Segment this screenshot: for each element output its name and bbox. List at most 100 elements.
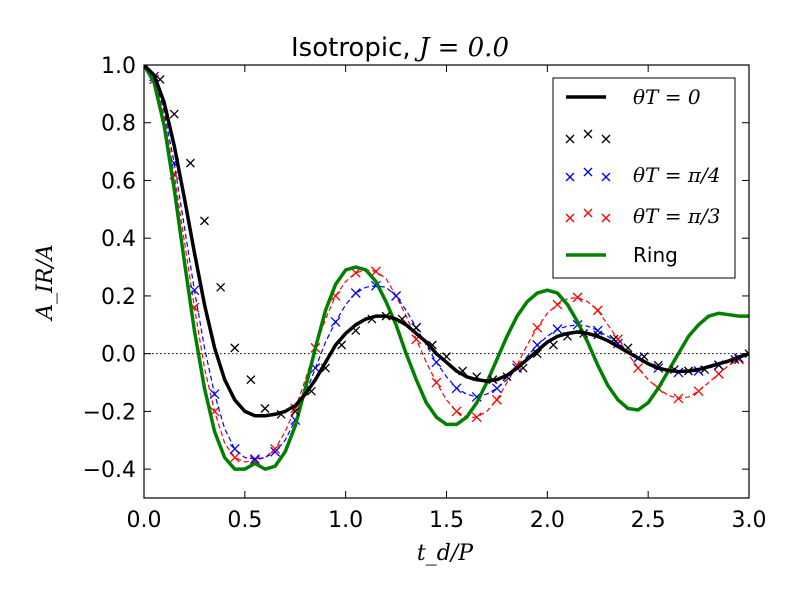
series-3-marker-39-stroke-b xyxy=(532,322,543,333)
legend-blue-x-1 xyxy=(583,167,593,177)
series-1-marker-27 xyxy=(563,331,572,341)
legend-black-x-0 xyxy=(565,134,575,144)
series-3-marker-55-stroke-b xyxy=(693,386,704,397)
series-2-marker-5 xyxy=(189,285,200,296)
series-1-marker-35 xyxy=(684,366,693,376)
series-1-marker-13 xyxy=(351,326,361,336)
series-1-marker-19-stroke-b xyxy=(442,352,451,362)
legend-label-theta-pi3: θT = π/3 xyxy=(633,204,720,228)
series-1-marker-22 xyxy=(488,375,498,385)
series-3-marker-45-stroke-b xyxy=(592,305,603,316)
series-1-marker-11-stroke-b xyxy=(321,363,330,373)
series-1-marker-1 xyxy=(169,109,179,119)
series-2-marker-21 xyxy=(350,288,361,299)
series-1-marker-39 xyxy=(744,349,749,359)
plot-series-group xyxy=(144,65,749,471)
series-1-marker-35-stroke-b xyxy=(684,366,693,376)
series-3-marker-21-stroke-b xyxy=(350,267,361,278)
series-1-marker-37 xyxy=(714,360,724,370)
y-tick-label-5: 0.6 xyxy=(101,169,136,194)
series-0-line xyxy=(144,65,749,418)
series-1-marker-39-stroke-b xyxy=(744,352,749,359)
x-tick-label-3: 1.5 xyxy=(429,508,464,533)
series-1-marker-16-stroke-b xyxy=(397,314,407,324)
legend-blue-x-1-stroke-b xyxy=(583,167,593,177)
x-tick-label-1: 0.5 xyxy=(227,508,262,533)
series-2-marker-35 xyxy=(491,383,502,394)
series-2-marker-13 xyxy=(270,446,281,457)
y-tick-label-6: 0.8 xyxy=(101,112,136,137)
series-1-marker-28 xyxy=(579,329,589,338)
series-2-marker-17-stroke-b xyxy=(310,363,321,374)
series-2-marker-11 xyxy=(249,454,260,464)
series-1-marker-4 xyxy=(216,282,226,292)
series-1-marker-16 xyxy=(397,314,407,324)
series-1-marker-18 xyxy=(427,340,437,350)
series-1-marker-31-stroke-b xyxy=(623,343,633,353)
series-3-marker-55 xyxy=(693,386,704,397)
legend-blue-x-0 xyxy=(565,172,575,182)
series-3-marker-33-stroke-b xyxy=(471,412,482,423)
series-3-marker-35 xyxy=(491,394,502,405)
series-2-marker-45 xyxy=(592,325,603,336)
series-2-marker-19 xyxy=(330,316,341,327)
series-2-marker-9 xyxy=(229,443,240,454)
series-1-marker-31 xyxy=(623,343,633,353)
series-2-marker-23-stroke-b xyxy=(370,280,381,291)
series-1-marker-36-stroke-b xyxy=(700,365,710,375)
series-1-marker-10-stroke-b xyxy=(306,386,316,396)
series-1-marker-36 xyxy=(700,365,710,375)
chart-title-prefix: Isotropic, xyxy=(291,33,419,63)
series-1-marker-22-stroke-b xyxy=(488,375,498,385)
series-3-marker-29 xyxy=(431,377,442,388)
y-tick-label-3: 0.2 xyxy=(101,285,136,310)
series-3-line xyxy=(144,65,749,463)
series-1-marker-2 xyxy=(185,158,195,168)
plot-area xyxy=(143,64,750,499)
legend-label-theta-pi4: θT = π/4 xyxy=(633,163,720,187)
series-1-marker-0 xyxy=(155,74,165,84)
series-2-marker-21-stroke-b xyxy=(350,288,361,299)
series-1-marker-15 xyxy=(381,311,391,321)
series-1-marker-24 xyxy=(518,363,528,373)
series-3-marker-31-stroke-b xyxy=(451,406,462,417)
series-2-marker-7-stroke-b xyxy=(209,389,220,400)
series-2-marker-5-stroke-b xyxy=(189,285,200,296)
series-1-marker-26-stroke-b xyxy=(548,340,558,350)
series-3-marker-49 xyxy=(633,363,644,374)
legend-black-x-2-stroke-b xyxy=(601,134,611,144)
legend-box xyxy=(552,77,736,279)
series-1-marker-8 xyxy=(276,409,286,419)
series-2-marker-35-stroke-b xyxy=(491,383,502,394)
series-2-marker-31 xyxy=(451,383,462,394)
legend-red-x-1-stroke-b xyxy=(583,208,593,218)
series-2-marker-19-stroke-b xyxy=(330,316,341,327)
y-tick-label-7: 1.0 xyxy=(101,54,136,79)
x-tick-label-2: 1.0 xyxy=(328,508,363,533)
series-1-marker-28-stroke-b xyxy=(579,329,589,338)
series-1-marker-18-stroke-b xyxy=(427,340,437,350)
series-1-marker-30-stroke-b xyxy=(609,334,619,344)
series-2-marker-25-stroke-b xyxy=(391,290,402,301)
series-3-marker-49-stroke-b xyxy=(633,363,644,374)
y-tick-label-2: 0.0 xyxy=(101,343,136,368)
chart-title-math: J = 0.0 xyxy=(414,33,509,63)
series-3-marker-23 xyxy=(370,266,381,277)
series-2-marker-29-stroke-b xyxy=(431,357,442,368)
series-1-marker-15-stroke-b xyxy=(381,311,391,321)
series-2-marker-13-stroke-b xyxy=(270,446,281,457)
series-3-marker-33 xyxy=(471,412,482,423)
legend-black-x-2 xyxy=(601,134,611,144)
series-3-marker-29-stroke-b xyxy=(431,377,442,388)
legend-label-theta0: θT = 0 xyxy=(633,85,701,109)
series-1-marker-20 xyxy=(458,366,468,376)
series-1-marker-8-stroke-b xyxy=(276,409,286,419)
series-1-marker-30 xyxy=(609,334,619,344)
series-2-marker-45-stroke-b xyxy=(592,325,603,336)
series-1-marker-32 xyxy=(639,352,649,362)
series-1-marker-1-stroke-b xyxy=(169,109,179,119)
legend-red-x-2-stroke-b xyxy=(601,213,611,223)
series-1-marker-3-stroke-b xyxy=(200,216,209,226)
series-1-marker-21 xyxy=(472,372,482,382)
